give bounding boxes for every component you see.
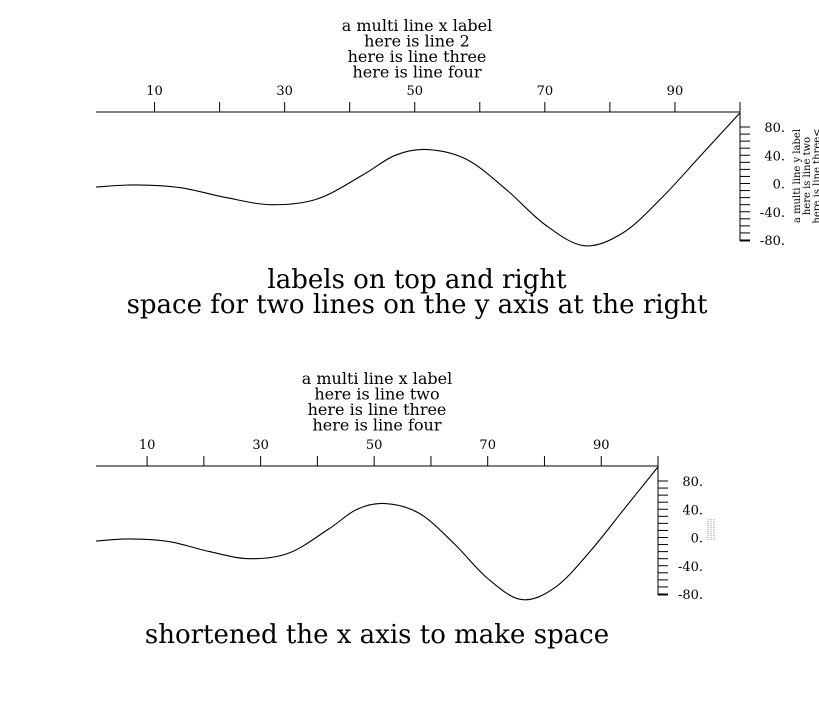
y-tick-label: 0. <box>773 178 785 193</box>
x-axis-label-line: here is line three <box>348 47 487 66</box>
y-tick-label: -80. <box>760 234 785 249</box>
y-tick-label: -80. <box>678 588 703 603</box>
y-tick-label: -40. <box>678 560 703 575</box>
y-axis-label-line: here is line three< <box>812 128 819 223</box>
caption-line: shortened the x axis to make space <box>145 620 609 650</box>
x-axis-label-line: a multi line x label <box>342 16 493 35</box>
x-axis-label-line: here is line four <box>313 416 442 435</box>
y-tick-label: 80. <box>682 475 703 490</box>
y-axis-label-line: here is line two <box>802 137 813 215</box>
caption-line: labels on top and right <box>267 265 567 295</box>
y-axis-label-compressed <box>707 519 715 540</box>
y-tick-label: 0. <box>691 532 703 547</box>
x-axis-label-line: a multi line x label <box>302 369 453 388</box>
x-tick-label: 10 <box>139 438 156 453</box>
x-axis-label-line: here is line four <box>353 63 482 82</box>
x-tick-label: 70 <box>479 438 496 453</box>
x-tick-label: 10 <box>146 84 163 99</box>
series-line <box>95 112 741 247</box>
y-tick-label: 40. <box>764 149 785 164</box>
x-tick-label: 30 <box>276 84 293 99</box>
x-tick-label: 90 <box>667 84 684 99</box>
x-axis-label-line: here is line 2 <box>364 32 470 51</box>
x-axis-label-line: here is line three <box>308 400 447 419</box>
y-tick-label: 40. <box>682 503 703 518</box>
x-axis-label-line: here is line two <box>314 385 439 404</box>
x-tick-label: 70 <box>537 84 554 99</box>
x-tick-label: 30 <box>252 438 269 453</box>
x-tick-label: 50 <box>366 438 383 453</box>
series-line <box>95 466 659 601</box>
x-tick-label: 90 <box>593 438 610 453</box>
x-tick-label: 50 <box>406 84 423 99</box>
chart-1: 10 30 50 70 90 80. 40. 0. -40. -80. a multi line x… <box>95 16 819 320</box>
y-tick-label: 80. <box>764 121 785 136</box>
y-axis-label-line: a multi line y label <box>792 129 803 223</box>
caption-line: space for two lines on the y axis at the… <box>127 290 708 320</box>
y-tick-label: -40. <box>760 206 785 221</box>
chart-2: 10 30 50 70 90 80. 40. 0. -40. -80. a multi line x… <box>95 369 703 650</box>
